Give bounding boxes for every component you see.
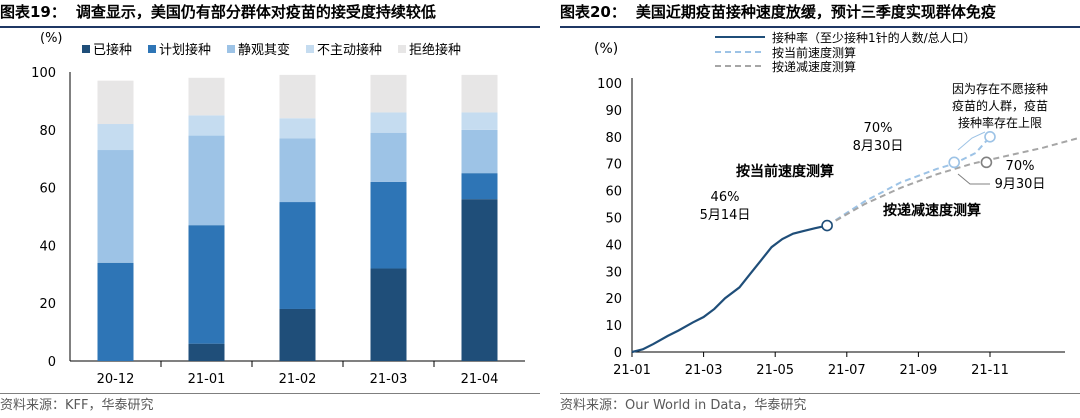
y-tick-label: 20	[39, 297, 56, 312]
annotation-text: 按当前速度测算	[736, 163, 834, 180]
y-axis-unit: (%)	[594, 41, 618, 57]
y-tick-label: 60	[605, 185, 622, 200]
series-line	[631, 224, 828, 354]
x-tick-label: 21-04	[461, 372, 499, 387]
annotation-leader	[957, 173, 990, 185]
y-tick-label: 80	[39, 124, 56, 139]
bar-segment	[370, 112, 407, 133]
legend-swatch	[227, 45, 235, 53]
bar-segment	[279, 74, 316, 119]
x-tick-label: 21-09	[900, 363, 938, 378]
data-point-marker	[984, 131, 996, 143]
bar-segment	[370, 268, 407, 361]
right-chart-panel: 图表20： 美国近期疫苗接种速度放缓，预计三季度实现群体免疫 (%) 0 10 20 30…	[560, 0, 1080, 417]
x-tick-label: 21-05	[756, 363, 794, 378]
bar-segment	[370, 132, 407, 182]
y-tick-label: 80	[605, 131, 622, 146]
bar-segment	[370, 74, 407, 113]
bar-segment	[188, 77, 225, 116]
figure-label: 图表19：	[0, 3, 66, 21]
y-tick-label: 100	[31, 66, 56, 81]
y-tick-label: 70	[605, 158, 622, 173]
annotation-text: 70%	[1006, 159, 1035, 174]
bar-segment	[188, 343, 225, 361]
y-tick-label: 100	[597, 77, 622, 92]
source-note: 资料来源：Our World in Data，华泰研究	[560, 393, 1080, 418]
x-tick-label: 21-01	[188, 372, 226, 387]
y-tick-label: 30	[605, 265, 622, 280]
figure-label: 图表20：	[560, 3, 626, 21]
chart-title-bar: 图表20： 美国近期疫苗接种速度放缓，预计三季度实现群体免疫	[560, 0, 1080, 28]
x-tick-label: 21-11	[971, 363, 1009, 378]
legend-label: 计划接种	[159, 42, 211, 58]
legend-swatch	[398, 45, 406, 53]
source-note: 资料来源：KFF，华泰研究	[0, 393, 540, 418]
annotation-leader	[957, 131, 986, 151]
annotation-text: 9月30日	[995, 177, 1046, 192]
bar-segment	[279, 308, 316, 361]
x-tick-label: 20-12	[97, 372, 135, 387]
y-tick-label: 90	[605, 104, 622, 119]
bar-segment	[97, 150, 134, 263]
bar-segment	[97, 124, 134, 151]
bar-segment	[461, 173, 498, 200]
y-tick-label: 20	[605, 292, 622, 307]
bar-segment	[97, 262, 134, 361]
legend-swatch	[148, 45, 156, 53]
y-tick-label: 0	[48, 355, 56, 370]
bar-segment	[188, 115, 225, 136]
y-tick-label: 40	[605, 238, 622, 253]
bar-segment	[461, 199, 498, 361]
y-tick-label: 60	[39, 182, 56, 197]
annotation-text: 因为存在不愿接种	[952, 81, 1048, 96]
line-chart: (%) 0 10 20 30 40 50 60 70 80 90 100 21-01 21-03 21-05…	[594, 30, 1080, 378]
annotation-text: 5月14日	[700, 208, 751, 223]
legend-label: 已接种	[93, 42, 132, 58]
y-tick-label: 40	[39, 239, 56, 254]
annotation-text: 8月30日	[853, 139, 904, 154]
legend-label: 按递减速度测算	[772, 59, 856, 74]
data-point-marker	[948, 156, 961, 169]
left-chart-panel: 图表19： 调查显示，美国仍有部分群体对疫苗的接受度持续较低 (%) 0 20 40 60…	[0, 0, 540, 417]
annotation-text: 按递减速度测算	[883, 202, 981, 219]
x-tick-label: 21-02	[279, 372, 317, 387]
legend-label: 接种率（至少接种1针的人数/总人口）	[772, 30, 976, 45]
y-tick-label: 0	[614, 346, 622, 361]
bar-segment	[97, 80, 134, 125]
bar-segment	[461, 129, 498, 174]
stacked-bar-chart: (%) 0 20 40 60 80 100 20-12 21-01 21-02 21-03 21-04…	[31, 31, 525, 387]
series-line	[826, 136, 1080, 227]
data-point-marker	[980, 156, 993, 169]
chart-title-bar: 图表19： 调查显示，美国仍有部分群体对疫苗的接受度持续较低	[0, 0, 540, 28]
bar-segment	[188, 135, 225, 226]
bar-segment	[370, 181, 407, 269]
legend-label: 拒绝接种	[409, 42, 461, 58]
series-line	[826, 136, 991, 227]
legend-swatch	[82, 45, 90, 53]
bar-segment	[279, 138, 316, 203]
bar-segment	[461, 74, 498, 113]
annotation-text: 疫苗的人群，疫苗	[952, 98, 1048, 113]
y-tick-label: 10	[605, 319, 622, 334]
bar-segment	[279, 202, 316, 309]
bar-segment	[279, 118, 316, 139]
x-tick-label: 21-03	[685, 363, 723, 378]
bar-segment	[461, 112, 498, 130]
x-tick-label: 21-03	[370, 372, 408, 387]
chart-title: 美国近期疫苗接种速度放缓，预计三季度实现群体免疫	[635, 3, 996, 21]
chart-title: 调查显示，美国仍有部分群体对疫苗的接受度持续较低	[75, 3, 436, 21]
y-tick-label: 50	[605, 212, 622, 227]
legend-label: 按当前速度测算	[772, 45, 856, 60]
x-tick-label: 21-01	[613, 363, 651, 378]
x-tick-label: 21-07	[828, 363, 866, 378]
legend-label: 静观其变	[238, 42, 290, 58]
y-axis-unit: (%)	[40, 31, 63, 46]
legend-swatch	[306, 45, 314, 53]
annotation-text: 接种率存在上限	[958, 115, 1042, 130]
annotation-text: 46%	[711, 190, 740, 205]
data-point-marker	[821, 219, 833, 232]
annotation-text: 70%	[864, 121, 893, 136]
bar-segment	[188, 225, 225, 344]
legend-label: 不主动接种	[317, 42, 382, 58]
